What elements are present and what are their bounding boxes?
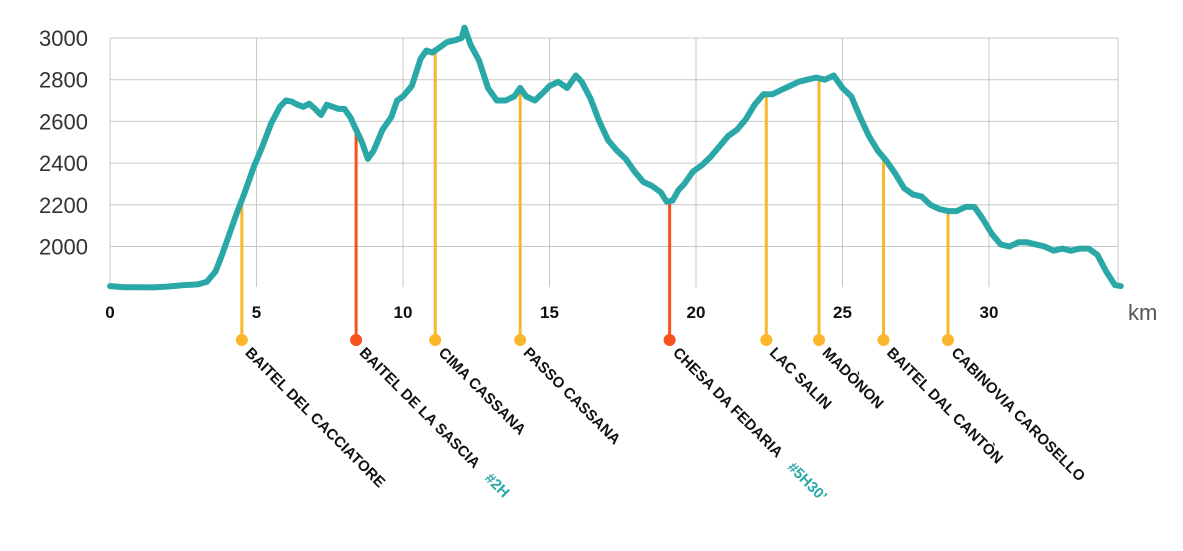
grid xyxy=(109,37,1119,287)
x-tick-label-5: 5 xyxy=(252,303,261,322)
waypoint-label-4: PASSO CASSANA xyxy=(520,344,624,448)
y-tick-label-3000: 3000 xyxy=(39,26,88,51)
waypoint-label-9: CABINOVIA CAROSELLO xyxy=(948,344,1089,485)
waypoint-time-5: #5H30’ xyxy=(784,459,830,505)
y-tick-label-2800: 2800 xyxy=(39,68,88,93)
waypoint-dot-9 xyxy=(941,334,954,346)
waypoint-label-group-8: BAITEL DAL CANTÒN xyxy=(883,344,1007,468)
waypoint-dot-6 xyxy=(760,334,773,346)
x-tick-label-10: 10 xyxy=(394,303,413,322)
x-tick-label-30: 30 xyxy=(980,303,999,322)
waypoint-dot-5 xyxy=(663,334,676,346)
y-tick-label-2200: 2200 xyxy=(39,193,88,218)
waypoint-dot-4 xyxy=(514,334,527,346)
x-axis-unit-label: km xyxy=(1128,300,1157,325)
waypoint-dot-2 xyxy=(350,334,363,346)
x-tick-label-0: 0 xyxy=(105,303,114,322)
waypoint-label-5: CHESA DA FEDARIA#5H30’ xyxy=(669,344,830,505)
y-tick-label-2600: 2600 xyxy=(39,109,88,134)
x-axis: 0 5 10 15 20 25 30 xyxy=(105,303,998,322)
x-tick-label-15: 15 xyxy=(540,303,559,322)
waypoint-stems xyxy=(235,50,954,346)
waypoint-dot-7 xyxy=(813,334,826,346)
waypoint-label-group-9: CABINOVIA CAROSELLO xyxy=(948,344,1089,485)
waypoint-dot-3 xyxy=(429,334,442,346)
y-axis: 2000 2200 2400 2600 2800 3000 xyxy=(39,26,88,260)
waypoint-label-group-4: PASSO CASSANA xyxy=(520,344,624,448)
x-tick-label-20: 20 xyxy=(687,303,706,322)
waypoint-time-2: #2H xyxy=(481,470,512,501)
waypoint-label-8: BAITEL DAL CANTÒN xyxy=(883,344,1007,468)
waypoint-dot-8 xyxy=(877,334,890,346)
x-tick-label-25: 25 xyxy=(833,303,852,322)
elevation-profile-line xyxy=(107,24,1124,291)
y-tick-label-2400: 2400 xyxy=(39,151,88,176)
y-tick-label-2000: 2000 xyxy=(39,235,88,260)
waypoint-dot-1 xyxy=(235,334,248,346)
waypoint-label-group-5: CHESA DA FEDARIA#5H30’ xyxy=(669,344,830,505)
